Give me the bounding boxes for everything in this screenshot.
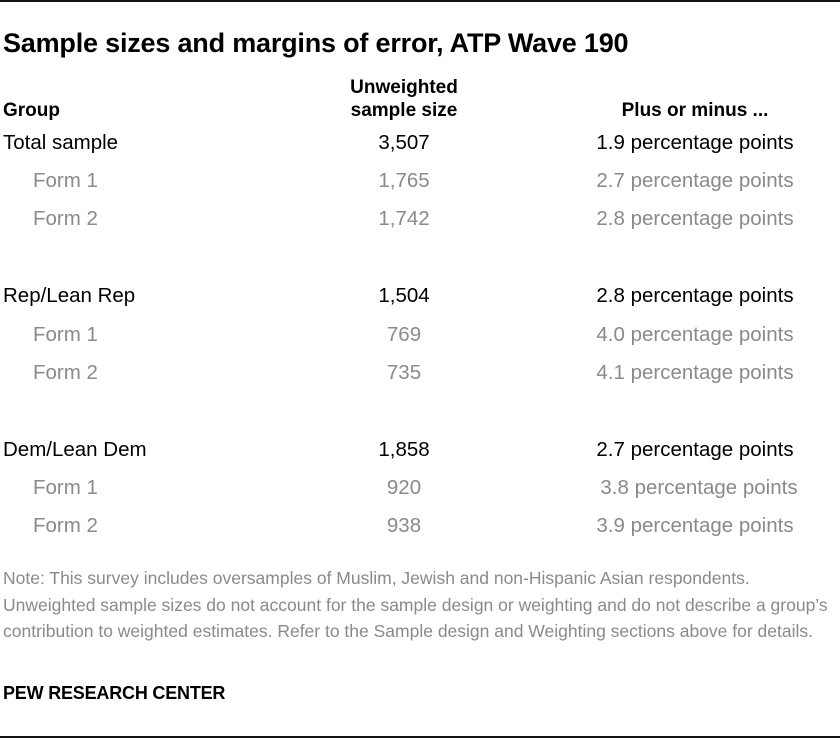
header-sample-size-line2: sample size (350, 100, 458, 121)
row-margin: 3.8 percentage points (600, 476, 798, 499)
table-row-total-sample: Total sample 3,507 1.9 percentage points (0, 128, 840, 158)
row-group: Total sample (3, 131, 119, 154)
row-margin: 1.9 percentage points (596, 131, 794, 154)
row-group: Dem/Lean Dem (3, 438, 147, 461)
row-margin: 4.1 percentage points (596, 361, 794, 384)
row-sample-size: 938 (386, 514, 422, 537)
row-margin: 2.7 percentage points (596, 438, 794, 461)
row-sample-size: 735 (386, 361, 422, 384)
header-group: Group (3, 100, 60, 121)
row-margin: 2.8 percentage points (596, 207, 794, 230)
table-row-rep-lean-rep: Rep/Lean Rep 1,504 2.8 percentage points (0, 281, 840, 311)
row-sample-size: 1,742 (378, 207, 430, 230)
row-group: Form 2 (33, 514, 98, 537)
table-row-dem-form1: Form 1 920 3.8 percentage points (0, 473, 840, 503)
row-group: Rep/Lean Rep (3, 284, 136, 307)
row-sample-size: 1,765 (378, 169, 430, 192)
footnote: Note: This survey includes oversamples o… (3, 568, 828, 641)
row-margin: 2.7 percentage points (596, 169, 794, 192)
table-row-dem-form2: Form 2 938 3.9 percentage points (0, 511, 840, 541)
row-margin: 2.8 percentage points (596, 284, 794, 307)
row-group: Form 1 (33, 476, 98, 499)
row-group: Form 2 (33, 207, 98, 230)
row-margin: 3.9 percentage points (596, 514, 794, 537)
chart-title: Sample sizes and margins of error, ATP W… (3, 28, 629, 58)
row-margin: 4.0 percentage points (596, 323, 794, 346)
header-sample-size-line1: Unweighted (350, 77, 458, 98)
row-sample-size: 769 (386, 323, 422, 346)
table-row-rep-form2: Form 2 735 4.1 percentage points (0, 358, 840, 388)
table-row-rep-form1: Form 1 769 4.0 percentage points (0, 320, 840, 350)
row-sample-size: 3,507 (378, 131, 430, 154)
table-row-dem-lean-dem: Dem/Lean Dem 1,858 2.7 percentage points (0, 435, 840, 465)
table-row-total-form2: Form 2 1,742 2.8 percentage points (0, 204, 840, 234)
row-group: Form 2 (33, 361, 98, 384)
table-row-total-form1: Form 1 1,765 2.7 percentage points (0, 166, 840, 196)
row-sample-size: 1,858 (378, 438, 430, 461)
row-group: Form 1 (33, 323, 98, 346)
bottom-rule (0, 736, 840, 738)
row-group: Form 1 (33, 169, 98, 192)
row-sample-size: 1,504 (378, 284, 430, 307)
header-sample-size: Unweighted sample size (304, 76, 504, 122)
top-rule (0, 0, 840, 2)
row-sample-size: 920 (386, 476, 422, 499)
source-credit: PEW RESEARCH CENTER (3, 683, 226, 703)
header-margin-of-error: Plus or minus ... (621, 100, 769, 121)
